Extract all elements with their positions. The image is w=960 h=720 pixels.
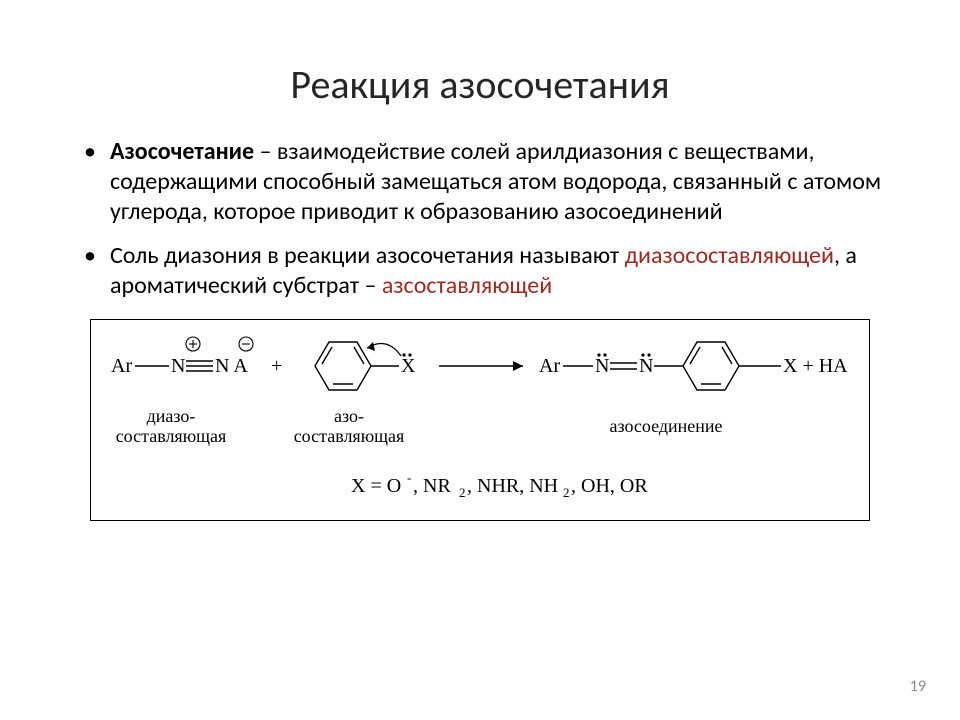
ar-label-2: Ar [539,355,560,377]
plus-sign: + [271,355,282,377]
x-list: X = O - , NR 2 , NHR, NH 2 , OH, OR [351,470,648,500]
reaction-svg: Ar N N A + [91,320,889,518]
bullet-2: Соль диазония в реакции азосочетания наз… [84,241,890,301]
bullet-1-term: Азосочетание [110,137,254,166]
xlist-r3: , OH, OR [571,475,648,497]
xlist-sub2: 2 [563,485,570,500]
diazo-label-2: составляющая [116,426,227,446]
n-label-1: N [171,355,185,377]
ar-label-1: Ar [111,355,132,377]
diazo-label-1: диазо- [147,406,196,426]
bullet-list: Азосочетание – взаимодействие солей арил… [84,137,890,301]
page-number: 19 [910,677,926,696]
bullet-2-term1: диазосоставляющей [625,241,834,270]
xlist-sup: - [407,470,411,485]
xha-label: X + HA [783,355,848,377]
bullet-1: Азосочетание – взаимодействие солей арил… [84,137,890,227]
compound-label: азосоединение [609,416,722,436]
slide: Реакция азосочетания Азосочетание – взаи… [0,0,960,720]
bullet-2-term2: азсоставляющей [382,271,552,300]
xlist-r1: , NR [413,475,451,497]
benzene-reactant: X [315,342,416,390]
xlist-sub1: 2 [459,485,466,500]
azo-label-2: составляющая [294,426,405,446]
reaction-diagram: Ar N N A + [90,319,870,521]
slide-title: Реакция азосочетания [60,60,900,109]
x-label-reactant: X [401,355,416,377]
n-label-2: N [595,355,609,377]
xlist-pre: X = O [351,475,401,497]
bullet-2-a: Соль диазония в реакции азосочетания наз… [110,241,625,270]
n-label-3: N [639,355,653,377]
xlist-r2: , NHR, NH [467,475,558,497]
azo-label-1: азо- [334,406,364,426]
na-label: N A [215,355,248,377]
